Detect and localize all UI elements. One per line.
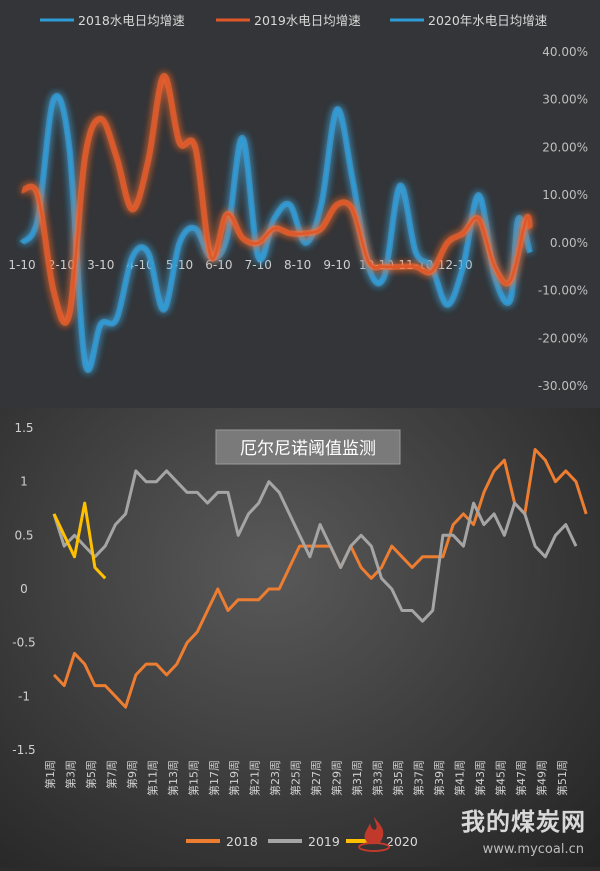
bottom-x-tick-label: 第29周: [330, 760, 344, 796]
top-series-glow-1: [21, 72, 533, 326]
bottom-x-tick-label: 第49周: [534, 760, 548, 796]
bottom-y-tick-label: 0.5: [14, 528, 33, 542]
top-y-tick-label: -20.00%: [538, 331, 588, 345]
chart-title: 厄尔尼诺阈值监测: [240, 439, 376, 459]
bottom-x-tick-label: 第25周: [289, 760, 303, 796]
bottom-x-tick-label: 第51周: [555, 760, 569, 796]
bottom-x-tick-label: 第43周: [473, 760, 487, 796]
top-legend: 2018水电日均增速 2019水电日均增速 2020年水电日均增速: [40, 13, 548, 28]
watermark-text: 我的煤炭网: [461, 808, 586, 836]
watermark-url: www.mycoal.cn: [482, 842, 584, 857]
el-nino-chart: 厄尔尼诺阈值监测 1.5 1 0.5 0 -0.5 -1 -1.5 第1周 第3周 第5周 第7周…: [0, 408, 600, 867]
top-x-tick-label: 9-10: [323, 258, 350, 272]
bottom-x-tick-label: 第5周: [84, 760, 98, 789]
bottom-x-tick-label: 第15周: [186, 760, 200, 796]
bottom-y-tick-label: 0: [20, 582, 28, 596]
bottom-series-line-2020: [52, 501, 107, 580]
bottom-x-tick-label: 第11周: [145, 760, 159, 796]
top-series-line-0: [20, 94, 532, 372]
top-x-tick-label: 3-10: [87, 258, 114, 272]
bottom-x-tick-label: 第23周: [268, 760, 282, 796]
bottom-y-axis: 1.5 1 0.5 0 -0.5 -1 -1.5: [12, 421, 35, 757]
legend-b2020-label: 2020: [386, 834, 418, 849]
legend-2020-label: 2020年水电日均增速: [428, 13, 548, 28]
bottom-x-tick-label: 第47周: [514, 760, 528, 796]
top-y-axis: 40.00% 30.00% 20.00% 10.00% 0.00% -10.00% -20.…: [538, 45, 588, 393]
watermark-logo-icon: [358, 817, 390, 852]
top-y-tick-label: 20.00%: [542, 140, 588, 154]
bottom-y-tick-label: -0.5: [12, 636, 35, 650]
chart-title-box: [215, 429, 401, 465]
top-y-tick-label: 0.00%: [550, 236, 588, 250]
bottom-x-tick-label: 第17周: [207, 760, 221, 796]
top-y-tick-label: 40.00%: [542, 45, 588, 59]
top-x-tick-label: 1-10: [8, 258, 35, 272]
legend-b2019-label: 2019: [308, 834, 340, 849]
bottom-x-tick-label: 第39周: [432, 760, 446, 796]
top-x-tick-label: 7-10: [245, 258, 272, 272]
hydropower-growth-chart: 2018水电日均增速 2019水电日均增速 2020年水电日均增速 40.00%…: [0, 0, 600, 408]
top-series-line-1: [21, 74, 532, 324]
bottom-series-line-2018: [52, 448, 588, 709]
top-y-tick-label: 30.00%: [542, 93, 588, 107]
top-y-tick-label: 10.00%: [542, 188, 588, 202]
top-x-tick-label: 5-10: [166, 258, 193, 272]
bottom-y-tick-label: -1.5: [12, 743, 35, 757]
top-series-group: [19, 72, 533, 374]
bottom-x-tick-label: 第7周: [104, 760, 118, 789]
legend-2019-label: 2019水电日均增速: [254, 13, 361, 28]
bottom-x-tick-label: 第31周: [350, 760, 364, 796]
top-y-tick-label: -10.00%: [538, 284, 588, 298]
bottom-y-tick-label: 1: [20, 475, 28, 489]
bottom-x-tick-label: 第37周: [411, 760, 425, 796]
bottom-x-tick-label: 第19周: [227, 760, 241, 796]
top-y-tick-label: -30.00%: [538, 379, 588, 393]
bottom-series-group: [52, 448, 588, 709]
hydropower-growth-svg: 2018水电日均增速 2019水电日均增速 2020年水电日均增速 40.00%…: [8, 13, 588, 393]
bottom-series-line-2019: [52, 469, 578, 623]
top-x-tick-label: 8-10: [284, 258, 311, 272]
bottom-x-tick-label: 第9周: [125, 760, 139, 789]
bottom-x-tick-label: 第21周: [248, 760, 262, 796]
bottom-x-tick-label: 第13周: [166, 760, 180, 796]
bottom-x-tick-label: 第35周: [391, 760, 405, 796]
el-nino-svg: 厄尔尼诺阈值监测 1.5 1 0.5 0 -0.5 -1 -1.5 第1周 第3周 第5周 第7周…: [12, 421, 588, 849]
legend-2018-label: 2018水电日均增速: [78, 13, 185, 28]
bottom-x-tick-label: 第27周: [309, 760, 323, 796]
bottom-y-tick-label: -1: [18, 689, 30, 703]
bottom-x-tick-label: 第45周: [493, 760, 507, 796]
bottom-y-tick-label: 1.5: [14, 421, 33, 435]
bottom-x-tick-label: 第3周: [63, 760, 77, 789]
bottom-x-axis: 第1周 第3周 第5周 第7周 第9周 第11周 第13周 第15周 第17周 第19周 第21周第…: [43, 760, 569, 796]
legend-b2018-label: 2018: [226, 834, 258, 849]
bottom-x-tick-label: 第33周: [371, 760, 385, 796]
top-x-tick-label: 2-10: [48, 258, 75, 272]
bottom-x-tick-label: 第1周: [43, 760, 57, 789]
bottom-x-tick-label: 第41周: [452, 760, 466, 796]
